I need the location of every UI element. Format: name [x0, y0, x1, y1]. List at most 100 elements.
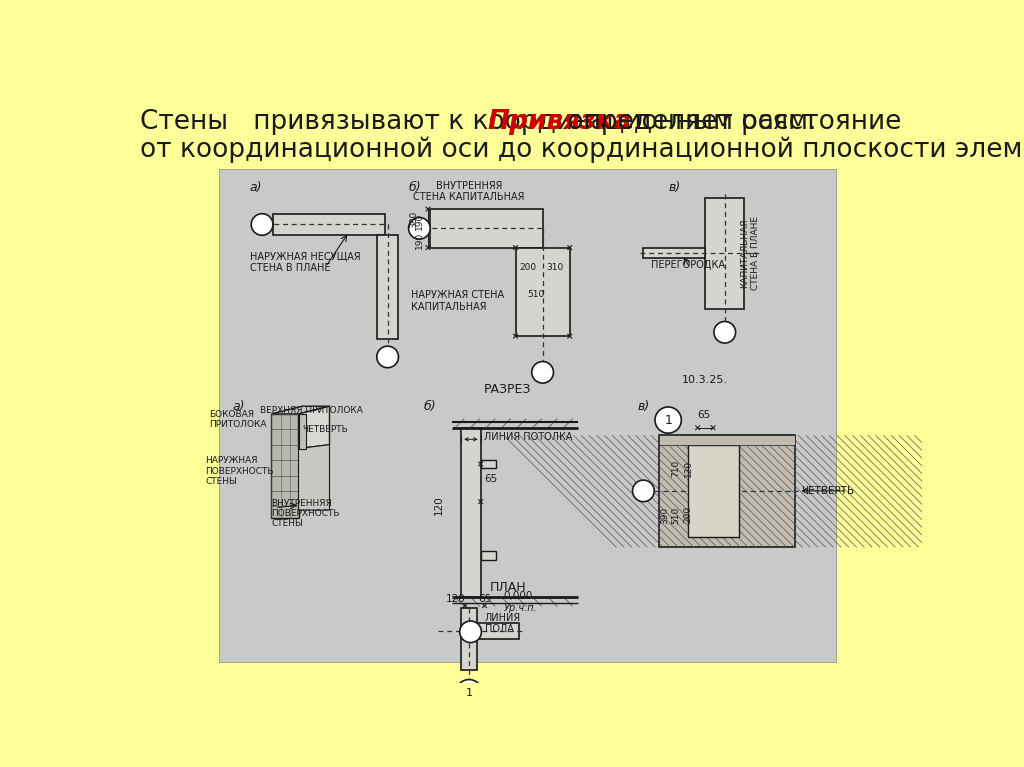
- Text: БОКОВАЯ
ПРИТОЛОКА: БОКОВАЯ ПРИТОЛОКА: [209, 410, 267, 430]
- Bar: [658, 436, 795, 547]
- Circle shape: [460, 621, 481, 643]
- Circle shape: [409, 218, 430, 239]
- Bar: [480, 551, 496, 560]
- Bar: [658, 436, 795, 547]
- Bar: [430, 209, 543, 248]
- Text: РАЗРЕЗ: РАЗРЕЗ: [484, 383, 531, 396]
- Text: от координационной оси до координационной плоскости элемента здания.: от координационной оси до координационно…: [139, 137, 1024, 163]
- Text: 190: 190: [415, 213, 424, 230]
- Text: 120: 120: [684, 460, 693, 477]
- Bar: [273, 214, 385, 235]
- Bar: [658, 436, 795, 547]
- Bar: [658, 436, 795, 547]
- Text: 510: 510: [527, 290, 545, 299]
- Text: КАПИТАЛЬНАЯ
СТЕНА В ПЛАНЕ: КАПИТАЛЬНАЯ СТЕНА В ПЛАНЕ: [740, 216, 760, 290]
- Text: Ур.ч.п.: Ур.ч.п.: [504, 604, 538, 614]
- Bar: [461, 428, 480, 597]
- Bar: [658, 436, 795, 547]
- Text: НАРУЖНАЯ
ПОВЕРХНОСТЬ
СТЕНЫ: НАРУЖНАЯ ПОВЕРХНОСТЬ СТЕНЫ: [206, 456, 274, 486]
- Bar: [658, 436, 795, 547]
- Bar: [658, 436, 795, 547]
- Bar: [658, 436, 795, 547]
- Text: 380: 380: [410, 210, 419, 228]
- Circle shape: [251, 214, 273, 235]
- Bar: [658, 436, 795, 547]
- Bar: [658, 436, 795, 547]
- Text: Стены   привязывают к координационным осям.: Стены привязывают к координационным осям…: [139, 109, 824, 135]
- Text: НАРУЖНАЯ НЕСУЩАЯ
СТЕНА В ПЛАНЕ: НАРУЖНАЯ НЕСУЩАЯ СТЕНА В ПЛАНЕ: [250, 252, 360, 273]
- Text: 10.3.25.: 10.3.25.: [682, 374, 728, 384]
- Text: ЧЕТВЕРТЬ: ЧЕТВЕРТЬ: [801, 486, 854, 496]
- Bar: [658, 436, 795, 547]
- Text: Привязка: Привязка: [487, 109, 632, 135]
- Text: б): б): [424, 400, 436, 413]
- Bar: [658, 436, 795, 547]
- Bar: [688, 445, 738, 537]
- Text: 390: 390: [660, 506, 670, 524]
- Text: 65: 65: [697, 410, 711, 420]
- Polygon shape: [299, 445, 330, 510]
- Text: ПЕРЕГОРОДКА: ПЕРЕГОРОДКА: [651, 260, 725, 270]
- Text: 1: 1: [466, 688, 472, 698]
- Bar: [658, 436, 795, 547]
- Bar: [658, 436, 795, 547]
- Bar: [658, 436, 795, 547]
- Text: а): а): [250, 180, 262, 193]
- Bar: [658, 436, 795, 547]
- Bar: [658, 436, 795, 547]
- Bar: [658, 436, 795, 547]
- Text: ПЛАН: ПЛАН: [489, 581, 526, 594]
- Bar: [658, 436, 795, 547]
- Text: ЧЕТВЕРТЬ: ЧЕТВЕРТЬ: [302, 426, 348, 434]
- Bar: [658, 436, 795, 547]
- Text: определяет расстояние: определяет расстояние: [559, 109, 901, 135]
- Bar: [658, 436, 795, 547]
- Bar: [515, 248, 569, 336]
- Bar: [658, 436, 795, 547]
- Bar: [658, 436, 795, 547]
- Text: 310: 310: [547, 263, 564, 272]
- Text: в): в): [669, 180, 680, 193]
- Bar: [658, 436, 795, 547]
- Text: 120: 120: [434, 495, 444, 515]
- Bar: [658, 436, 795, 547]
- Circle shape: [377, 346, 398, 367]
- Bar: [658, 436, 795, 547]
- Bar: [658, 436, 795, 547]
- Text: НАРУЖНАЯ СТЕНА
КАПИТАЛЬНАЯ: НАРУЖНАЯ СТЕНА КАПИТАЛЬНАЯ: [411, 290, 504, 311]
- Circle shape: [456, 680, 482, 706]
- Text: 65: 65: [484, 474, 498, 484]
- Bar: [377, 235, 398, 339]
- Text: а): а): [232, 400, 245, 413]
- Text: в): в): [637, 400, 649, 413]
- Bar: [658, 436, 795, 547]
- Text: 1: 1: [665, 413, 672, 426]
- Text: 710: 710: [672, 460, 680, 477]
- Bar: [658, 436, 795, 547]
- Bar: [658, 436, 795, 547]
- Bar: [658, 436, 795, 547]
- Bar: [477, 624, 519, 639]
- Text: 0,000: 0,000: [504, 591, 534, 601]
- Bar: [658, 436, 795, 547]
- Bar: [658, 436, 795, 547]
- Bar: [658, 436, 795, 547]
- Bar: [658, 436, 795, 547]
- Bar: [658, 436, 795, 547]
- Bar: [461, 608, 477, 670]
- Bar: [658, 436, 795, 547]
- Bar: [658, 436, 795, 547]
- Bar: [658, 436, 795, 547]
- Polygon shape: [271, 407, 330, 414]
- Text: 200: 200: [684, 506, 693, 523]
- Bar: [658, 436, 795, 547]
- Bar: [480, 460, 496, 468]
- Circle shape: [633, 480, 654, 502]
- Text: 120: 120: [445, 594, 466, 604]
- Bar: [658, 436, 795, 547]
- Text: ЛИНИЯ ПОТОЛКА: ЛИНИЯ ПОТОЛКА: [484, 432, 573, 442]
- Text: ВНУТРЕННЯЯ
СТЕНА КАПИТАЛЬНАЯ: ВНУТРЕННЯЯ СТЕНА КАПИТАЛЬНАЯ: [414, 180, 524, 202]
- Bar: [658, 436, 795, 547]
- Bar: [643, 249, 706, 258]
- Bar: [658, 436, 795, 547]
